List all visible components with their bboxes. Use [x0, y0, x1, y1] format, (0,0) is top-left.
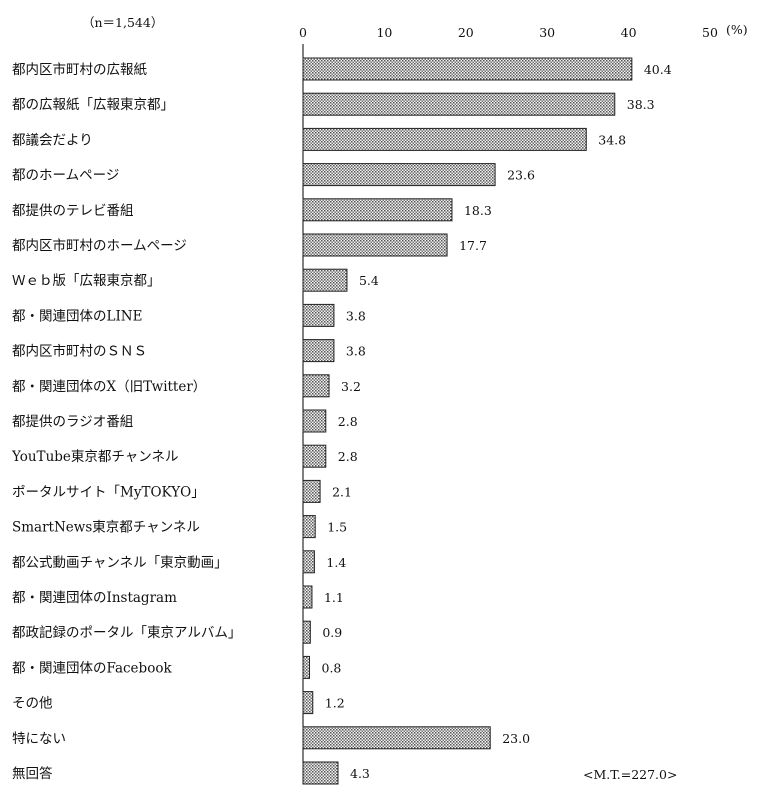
x-tick-label: 10: [376, 25, 392, 40]
data-label: 1.5: [327, 520, 347, 535]
category-label: 都提供のテレビ番組: [12, 203, 134, 219]
bar: [302, 726, 491, 750]
value-labels: 40.4 38.3 34.8 23.6 18.3 17.7 5.4 3.8 3.8 3.2 2.8 2…: [322, 62, 672, 781]
bar: [302, 761, 339, 785]
category-label: 都・関連団体のLINE: [12, 308, 142, 324]
category-label: 都のホームページ: [12, 168, 119, 184]
data-label: 23.6: [507, 168, 535, 183]
x-tick-label: 40: [621, 25, 637, 40]
bar: [302, 620, 311, 644]
bar: [302, 268, 348, 292]
category-label: 都・関連団体のX（旧Twitter）: [12, 379, 206, 395]
data-label: 3.8: [346, 344, 366, 359]
category-label: Ｗｅｂ版「広報東京都」: [12, 273, 161, 289]
bar: [302, 409, 327, 433]
data-label: 1.4: [326, 555, 346, 570]
category-label: その他: [12, 696, 53, 712]
unit-label: (%): [726, 22, 748, 37]
bar: [302, 691, 314, 715]
bar: [302, 374, 330, 398]
x-tick-label: 20: [458, 25, 474, 40]
data-label: 40.4: [644, 62, 672, 77]
data-label: 3.2: [341, 379, 361, 394]
category-label: 都公式動画チャンネル「東京動画」: [12, 555, 228, 571]
category-label: 特にない: [12, 731, 66, 747]
data-label: 3.8: [346, 308, 366, 323]
data-label: 1.2: [325, 696, 345, 711]
category-label: 都・関連団体のInstagram: [12, 590, 177, 606]
data-label: 34.8: [598, 132, 626, 147]
bars: [302, 57, 633, 785]
category-label: YouTube東京都チャンネル: [11, 449, 179, 465]
bar: [302, 339, 335, 363]
category-label: 都議会だより: [12, 131, 93, 148]
data-label: 0.9: [322, 625, 342, 640]
category-labels: 都内区市町村の広報紙都の広報紙「広報東京都」都議会だより都のホームページ都提供の…: [11, 61, 241, 782]
bar: [302, 163, 496, 187]
category-label: 無回答: [12, 765, 53, 782]
data-label: 2.8: [338, 414, 358, 429]
data-label: 18.3: [464, 203, 492, 218]
category-label: 都・関連団体のFacebook: [12, 660, 172, 676]
category-label: 都内区市町村の広報紙: [12, 61, 147, 78]
total-note: <M.T.=227.0>: [583, 767, 677, 782]
category-label: SmartNews東京都チャンネル: [12, 520, 200, 536]
category-label: 都の広報紙「広報東京都」: [12, 97, 174, 113]
category-label: 都政記録のポータル「東京アルバム」: [12, 624, 241, 641]
category-label: 都提供のラジオ番組: [12, 414, 133, 430]
bar: [302, 233, 448, 257]
category-label: 都内区市町村のホームページ: [12, 237, 187, 254]
x-tick-label: 30: [539, 25, 555, 40]
category-label: 都内区市町村のＳＮＳ: [12, 343, 147, 360]
data-label: 38.3: [627, 97, 655, 112]
x-tick-label: 0: [299, 25, 307, 40]
data-label: 2.1: [332, 484, 352, 499]
x-tick-label: 50: [702, 25, 718, 40]
bar: [302, 127, 587, 151]
data-label: 2.8: [338, 449, 358, 464]
bar: [302, 585, 313, 609]
data-label: 1.1: [324, 590, 344, 605]
category-label: ポータルサイト「MyTOKYO」: [12, 484, 205, 500]
bar: [302, 655, 311, 679]
data-label: 23.0: [502, 731, 530, 746]
bar: [302, 198, 453, 222]
bar: [302, 550, 315, 574]
bar: [302, 92, 616, 116]
bar: [302, 444, 327, 468]
data-label: 0.8: [322, 660, 342, 675]
data-label: 4.3: [350, 766, 370, 781]
bar: [302, 57, 633, 81]
data-label: 5.4: [359, 273, 379, 288]
bar: [302, 515, 316, 539]
bar: [302, 479, 321, 503]
data-label: 17.7: [459, 238, 487, 253]
bar: [302, 303, 335, 327]
sample-size-note: （n＝1,544）: [82, 15, 163, 30]
